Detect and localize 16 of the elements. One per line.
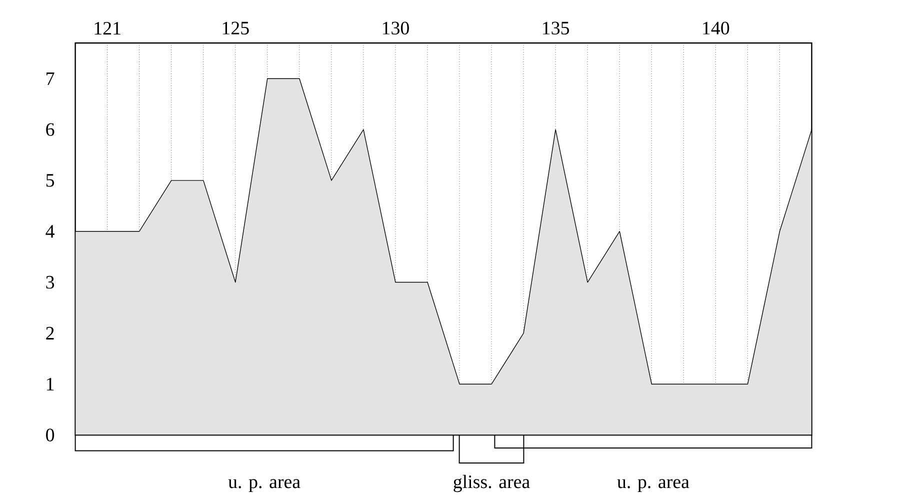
x-tick-label: 130 bbox=[382, 22, 409, 34]
y-tick-label: 2 bbox=[46, 326, 54, 340]
y-tick-label: 6 bbox=[46, 123, 54, 136]
y-tick-label: 4 bbox=[46, 225, 54, 238]
y-tick-label: 3 bbox=[46, 276, 54, 289]
y-tick-label: 5 bbox=[46, 174, 54, 187]
y-tick-label: 7 bbox=[46, 72, 54, 85]
x-tick-label: 140 bbox=[703, 22, 730, 34]
text: u. p. area bbox=[617, 479, 690, 492]
text: gliss. area bbox=[454, 474, 530, 492]
x-tick-label: 121 bbox=[94, 22, 120, 34]
y-tick-label: 0 bbox=[46, 428, 54, 442]
text: u. p. area bbox=[228, 479, 300, 492]
y-tick-label: 1 bbox=[46, 378, 54, 390]
x-tick-label: 125 bbox=[222, 22, 249, 34]
x-tick-label: 135 bbox=[543, 22, 570, 34]
